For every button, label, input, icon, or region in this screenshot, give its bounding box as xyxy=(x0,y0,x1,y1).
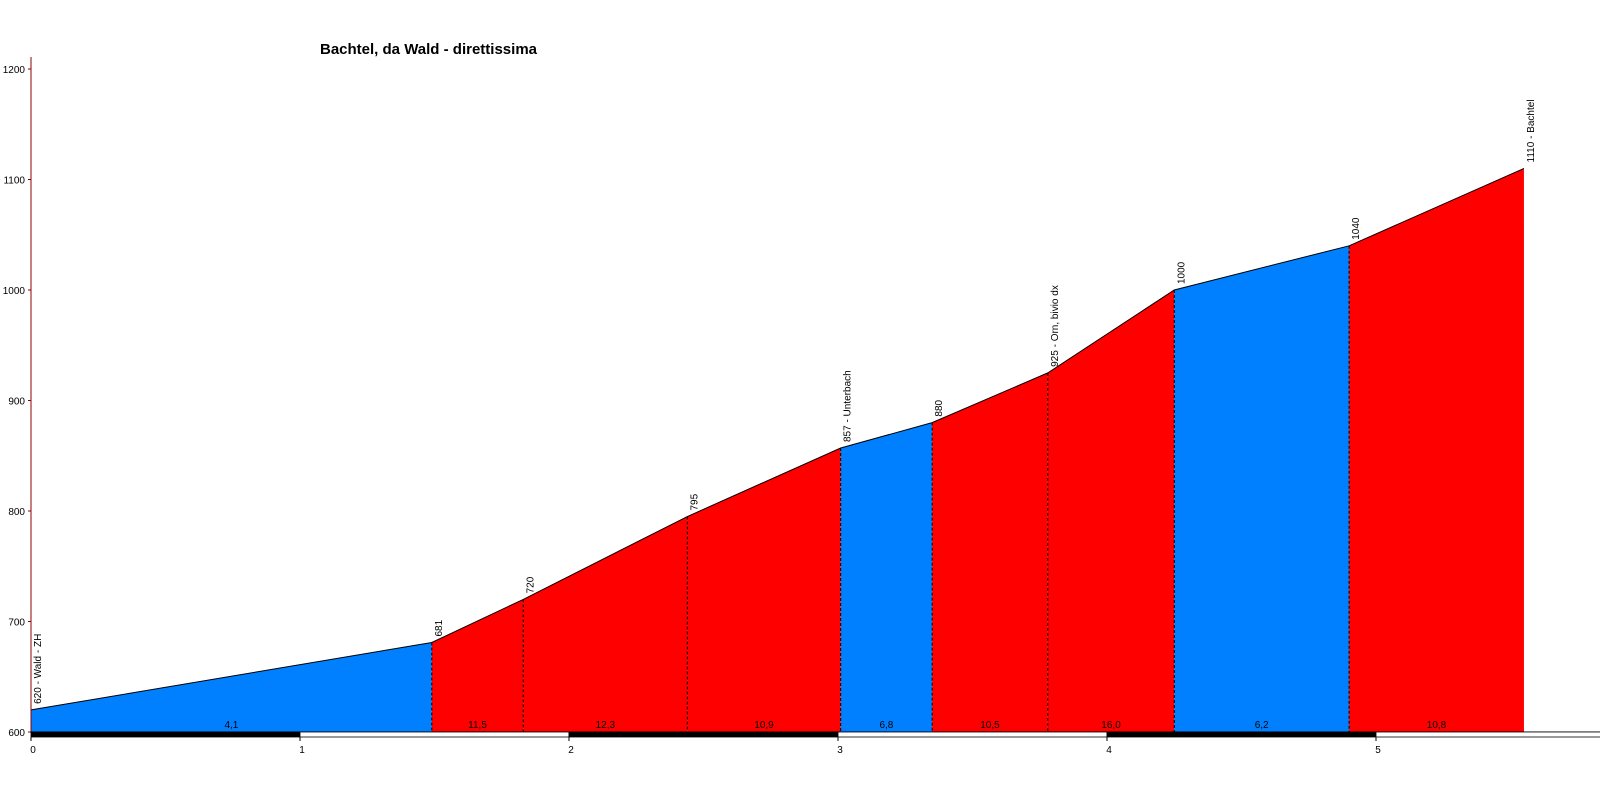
waypoint-label: 620 - Wald - ZH xyxy=(33,634,44,704)
gradient-label: 10,5 xyxy=(980,720,1000,731)
x-tick-label: 4 xyxy=(1106,745,1112,756)
waypoint-label: 795 xyxy=(689,493,700,510)
profile-segment xyxy=(1047,290,1175,732)
profile-segments xyxy=(31,168,1524,733)
axes: 600 700 800 900 1000 1100 1200 xyxy=(3,57,32,739)
chart-title: Bachtel, da Wald - direttissima xyxy=(320,41,538,58)
y-tick-label: 700 xyxy=(8,618,25,629)
y-tick-label: 1100 xyxy=(3,176,25,187)
profile-segment xyxy=(840,422,933,732)
gradient-label: 12,3 xyxy=(596,720,616,731)
gradient-label: 6,8 xyxy=(879,720,893,731)
gradient-label: 4,1 xyxy=(224,720,238,731)
x-tick-label: 1 xyxy=(299,745,305,756)
scale-bar-block xyxy=(1375,731,1600,738)
profile-segment xyxy=(523,516,688,732)
profile-segment xyxy=(1349,168,1524,732)
segment-dividers xyxy=(431,245,1350,732)
scale-bar-block xyxy=(1106,731,1377,738)
profile-segment xyxy=(31,642,432,732)
profile-line xyxy=(30,167,1525,711)
scale-bar-block xyxy=(30,731,301,738)
gradient-label: 11,5 xyxy=(468,720,487,731)
x-tick-label: 5 xyxy=(1375,745,1381,756)
waypoint-label: 1040 xyxy=(1351,217,1362,240)
waypoint-label: 880 xyxy=(934,399,945,416)
x-tick-label: 3 xyxy=(837,745,843,756)
x-tick-label: 2 xyxy=(568,745,574,756)
y-tick-label: 1200 xyxy=(3,65,26,76)
profile-segment xyxy=(932,372,1048,732)
waypoint-label: 1110 - Bachtel xyxy=(1526,99,1537,162)
waypoint-labels: 620 - Wald - ZH 681 720 795 857 - Unterbach 8… xyxy=(33,99,1537,703)
y-tick-label: 800 xyxy=(8,507,25,518)
waypoint-label: 681 xyxy=(434,619,445,636)
waypoint-label: 1000 xyxy=(1176,261,1187,284)
scale-bar-block xyxy=(299,731,570,738)
y-tick-label: 600 xyxy=(8,728,25,739)
y-tick-label: 900 xyxy=(8,397,25,408)
y-tick-label: 1000 xyxy=(3,286,26,297)
gradient-label: 10,9 xyxy=(754,720,774,731)
scale-bar-block xyxy=(568,731,839,738)
km-scale-bar: 0 1 2 3 4 5 xyxy=(30,731,1600,756)
waypoint-label: 925 - Orn, bivio dx xyxy=(1050,285,1061,367)
profile-segment xyxy=(431,599,524,732)
waypoint-label: 857 - Unterbach xyxy=(843,370,854,442)
scale-bar-block xyxy=(837,731,1108,738)
profile-segment xyxy=(687,448,841,732)
gradient-label: 10,8 xyxy=(1427,720,1447,731)
waypoint-label: 720 xyxy=(525,576,536,593)
gradient-label: 16,0 xyxy=(1101,720,1121,731)
profile-outline xyxy=(30,167,1525,711)
gradient-labels: 4,1 11,5 12,3 10,9 6,8 10,5 16,0 6,2 10,8 xyxy=(224,720,1446,731)
x-tick-label: 0 xyxy=(30,745,36,756)
profile-segment xyxy=(1174,245,1350,733)
gradient-label: 6,2 xyxy=(1255,720,1269,731)
